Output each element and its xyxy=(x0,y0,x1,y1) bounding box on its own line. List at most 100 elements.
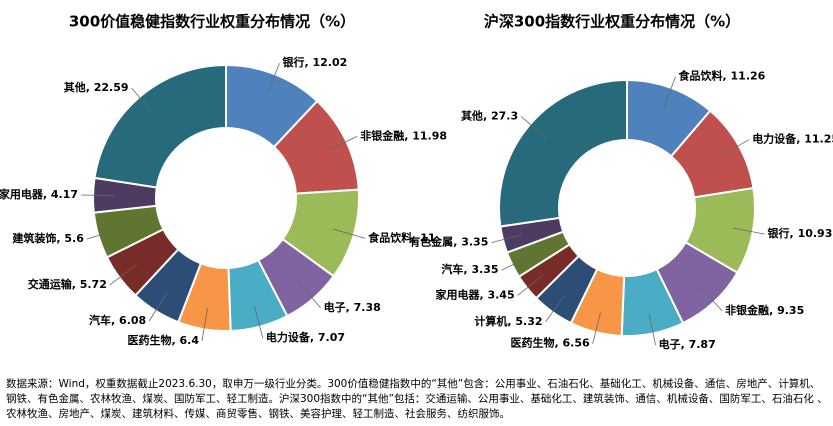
value-label: 9.35 xyxy=(777,304,804,317)
data-label: 非银金融, 9.35 xyxy=(725,303,804,317)
value-label: 11.25 xyxy=(804,133,833,146)
category-label: 银行 xyxy=(282,55,304,69)
value-label: 3.35 xyxy=(471,263,498,276)
data-label: 家用电器, 4.17 xyxy=(0,187,78,201)
data-label: 医药生物, 6.56 xyxy=(510,336,590,350)
leader-line xyxy=(491,234,523,244)
leader-line xyxy=(664,76,676,107)
category-label: 汽车 xyxy=(441,262,463,276)
data-label: 电力设备, 11.25 xyxy=(752,132,833,146)
separator: , xyxy=(463,263,471,276)
separator: , xyxy=(86,81,94,94)
data-label: 医药生物, 6.4 xyxy=(127,333,199,347)
chart-title: 沪深300指数行业权重分布情况（%） xyxy=(484,13,740,31)
category-label: 电子 xyxy=(659,337,681,351)
data-label: 食品饮料, 11 xyxy=(368,230,435,244)
footnote: 数据来源：Wind，权重数据截止2023.6.30，取申万一级行业分类。300价… xyxy=(6,378,828,420)
category-label: 家用电器 xyxy=(435,287,480,301)
category-label: 食品饮料 xyxy=(679,69,723,83)
data-label: 电子, 7.87 xyxy=(659,337,716,351)
separator: , xyxy=(404,129,412,142)
leader-line xyxy=(592,312,601,344)
leader-line xyxy=(266,63,280,95)
separator: , xyxy=(453,236,461,249)
leader-line xyxy=(86,229,120,240)
separator: , xyxy=(72,278,80,291)
category-label: 非银金融 xyxy=(725,303,769,317)
leader-line xyxy=(253,305,264,339)
value-label: 12.02 xyxy=(312,56,347,69)
separator: , xyxy=(507,315,515,328)
category-label: 银行 xyxy=(768,226,790,240)
leader-line xyxy=(520,116,546,138)
separator: , xyxy=(171,334,179,347)
data-label: 食品饮料, 11.26 xyxy=(679,69,766,83)
separator: , xyxy=(790,227,798,240)
data-label: 汽车, 3.35 xyxy=(441,262,498,276)
value-label: 11 xyxy=(420,231,435,244)
data-label: 电子, 7.38 xyxy=(324,300,381,314)
category-label: 医药生物 xyxy=(510,336,554,350)
data-label: 计算机, 5.32 xyxy=(474,314,542,328)
separator: , xyxy=(479,288,487,301)
separator: , xyxy=(769,304,777,317)
separator: , xyxy=(412,231,420,244)
leader-line xyxy=(721,139,750,156)
leader-line xyxy=(148,292,168,322)
category-label: 汽车 xyxy=(89,313,111,327)
data-label: 建筑装饰, 5.6 xyxy=(12,231,84,245)
value-label: 22.59 xyxy=(94,81,129,94)
separator: , xyxy=(554,337,562,350)
category-label: 有色金属 xyxy=(409,235,453,249)
charts: 300价值稳健指数行业权重分布情况（%） 沪深300指数行业权重分布情况（%） … xyxy=(0,13,833,352)
category-label: 家用电器 xyxy=(0,187,44,201)
value-label: 3.35 xyxy=(461,236,488,249)
leader-line xyxy=(131,87,154,114)
value-label: 11.98 xyxy=(412,129,447,142)
data-label: 汽车, 6.08 xyxy=(89,313,146,327)
value-label: 5.6 xyxy=(64,232,84,245)
data-label: 有色金属, 3.35 xyxy=(409,235,488,249)
value-label: 27.3 xyxy=(491,109,518,122)
separator: , xyxy=(483,109,491,122)
data-label: 其他, 22.59 xyxy=(64,80,129,94)
category-label: 非银金融 xyxy=(360,128,404,142)
leader-line xyxy=(298,282,321,309)
slice xyxy=(93,63,227,189)
value-label: 5.32 xyxy=(515,315,542,328)
value-label: 10.93 xyxy=(798,227,833,240)
category-label: 交通运输 xyxy=(28,277,73,291)
value-label: 6.4 xyxy=(180,334,200,347)
category-label: 电力设备 xyxy=(752,132,797,146)
data-label: 家用电器, 3.45 xyxy=(435,287,514,301)
leader-line xyxy=(81,194,115,197)
data-label: 交通运输, 5.72 xyxy=(28,277,107,291)
separator: , xyxy=(43,188,51,201)
category-label: 其他 xyxy=(461,108,483,122)
separator: , xyxy=(304,56,312,69)
leader-line xyxy=(501,255,531,271)
separator: , xyxy=(346,301,354,314)
leader-line xyxy=(733,227,765,235)
value-label: 7.87 xyxy=(689,338,716,351)
separator: , xyxy=(723,70,731,83)
separator: , xyxy=(111,314,119,327)
leader-line xyxy=(648,313,656,346)
value-label: 7.07 xyxy=(318,331,345,344)
separator: , xyxy=(681,338,689,351)
separator: , xyxy=(796,133,804,146)
separator: , xyxy=(310,331,318,344)
data-label: 银行, 12.02 xyxy=(282,55,347,69)
leader-line xyxy=(109,264,137,286)
value-label: 6.56 xyxy=(563,337,590,350)
leader-line xyxy=(201,307,208,342)
leader-line xyxy=(700,287,723,312)
category-label: 电力设备 xyxy=(266,330,311,344)
leader-line xyxy=(326,135,358,151)
value-label: 11.26 xyxy=(731,70,766,83)
leader-line xyxy=(545,295,565,323)
value-label: 3.45 xyxy=(487,288,514,301)
chart-title: 300价值稳健指数行业权重分布情况（%） xyxy=(69,13,355,31)
value-label: 7.38 xyxy=(354,301,381,314)
